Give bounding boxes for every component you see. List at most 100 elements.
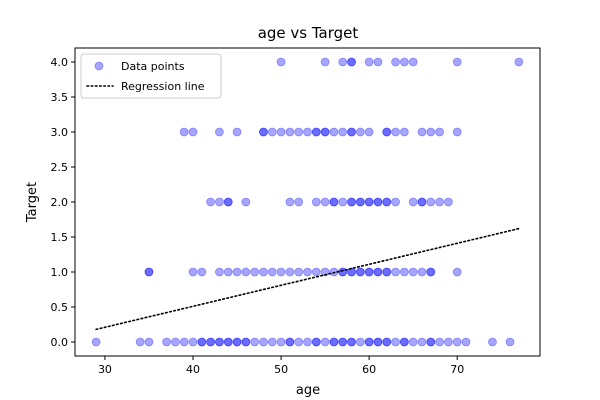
data-point xyxy=(170,337,180,347)
data-point xyxy=(188,267,198,277)
data-point xyxy=(399,57,409,67)
data-point xyxy=(347,197,356,207)
data-point xyxy=(382,337,392,347)
data-point xyxy=(488,337,497,347)
plot-area: 30 40 50 60 70 0.0 0.5 1.0 1.5 2.0 2.5 3.0 3.5 4.0 xyxy=(51,47,541,376)
data-point xyxy=(373,267,383,277)
data-point xyxy=(232,337,242,347)
data-point xyxy=(215,337,224,347)
data-point xyxy=(355,197,365,207)
data-point xyxy=(391,57,400,67)
data-point xyxy=(294,127,304,137)
data-point xyxy=(223,197,233,207)
data-point xyxy=(197,337,207,347)
data-point xyxy=(311,127,321,137)
data-point xyxy=(355,267,365,277)
data-point xyxy=(391,337,400,347)
data-point xyxy=(285,267,295,277)
data-point xyxy=(223,337,233,347)
data-point xyxy=(347,337,356,347)
data-point xyxy=(276,337,286,347)
data-point xyxy=(329,337,339,347)
data-point xyxy=(215,197,224,207)
legend-box xyxy=(80,53,222,99)
data-point xyxy=(408,57,418,67)
data-point xyxy=(338,127,348,137)
data-point xyxy=(223,337,233,347)
y-tick-label: 4.0 xyxy=(51,56,69,69)
y-tick-label: 2.5 xyxy=(51,161,69,174)
data-point xyxy=(338,57,348,67)
data-point xyxy=(382,127,392,137)
data-point xyxy=(364,337,374,347)
data-point xyxy=(188,337,198,347)
data-point xyxy=(399,127,409,137)
data-point xyxy=(417,337,427,347)
data-point xyxy=(144,267,154,277)
data-point xyxy=(259,127,268,137)
data-point xyxy=(303,267,312,277)
data-point xyxy=(144,337,154,347)
data-point xyxy=(320,127,330,137)
data-point xyxy=(347,127,356,137)
data-point xyxy=(382,127,392,137)
data-point xyxy=(303,127,312,137)
data-point xyxy=(215,127,224,137)
regression-line xyxy=(95,227,520,331)
data-point xyxy=(223,197,233,207)
data-point xyxy=(285,127,295,137)
data-point xyxy=(311,337,321,347)
data-point xyxy=(426,337,436,347)
data-point xyxy=(179,127,189,137)
data-point xyxy=(373,57,383,67)
x-tick-label: 60 xyxy=(362,363,376,376)
y-tick-label: 0.0 xyxy=(51,336,69,349)
data-point xyxy=(417,197,427,207)
data-point xyxy=(250,337,260,347)
chart-title: age vs Target xyxy=(258,24,359,42)
data-point xyxy=(347,197,356,207)
data-point xyxy=(435,127,445,137)
data-point xyxy=(364,267,374,277)
data-point xyxy=(294,197,304,207)
data-point xyxy=(399,337,409,347)
data-point xyxy=(135,337,145,347)
data-point xyxy=(276,57,286,67)
data-point xyxy=(505,337,515,347)
data-point xyxy=(355,337,365,347)
data-point xyxy=(382,267,392,277)
data-point xyxy=(320,127,330,137)
data-point xyxy=(382,197,392,207)
data-point xyxy=(91,337,101,347)
data-point xyxy=(294,337,304,347)
data-point xyxy=(215,267,224,277)
data-point xyxy=(197,267,207,277)
data-point xyxy=(364,127,374,137)
data-point xyxy=(426,267,436,277)
legend-label-data-points: Data points xyxy=(121,60,185,73)
x-axis-label: age xyxy=(296,383,320,398)
data-point xyxy=(285,337,295,347)
data-point xyxy=(382,337,392,347)
data-point xyxy=(206,197,216,207)
data-point xyxy=(259,337,268,347)
data-point xyxy=(241,337,251,347)
x-tick-label: 70 xyxy=(450,363,464,376)
data-point xyxy=(162,337,171,347)
data-point xyxy=(355,197,365,207)
y-axis-label: Target xyxy=(25,182,40,223)
data-point xyxy=(338,337,348,347)
data-point xyxy=(338,337,348,347)
data-point xyxy=(364,197,374,207)
data-point xyxy=(232,127,242,137)
data-point xyxy=(347,57,356,67)
data-point xyxy=(355,127,365,137)
x-tick-label: 50 xyxy=(274,363,288,376)
data-point xyxy=(241,197,251,207)
data-point xyxy=(311,337,321,347)
data-point xyxy=(276,267,286,277)
data-point xyxy=(320,197,330,207)
data-point xyxy=(435,337,445,347)
